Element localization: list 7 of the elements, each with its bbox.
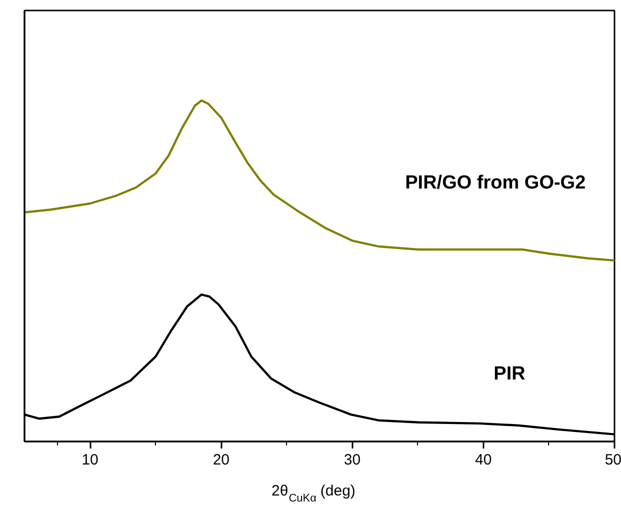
x-tick-label: 50 — [604, 452, 621, 468]
text: PIR — [494, 364, 526, 385]
x-tick-label: 20 — [212, 452, 230, 468]
x-tick-label: 40 — [475, 452, 492, 468]
x-tick-label: 10 — [82, 452, 98, 468]
text: PIR/GO from GO-G2 — [405, 172, 586, 194]
x-tick-label: 30 — [344, 452, 361, 468]
